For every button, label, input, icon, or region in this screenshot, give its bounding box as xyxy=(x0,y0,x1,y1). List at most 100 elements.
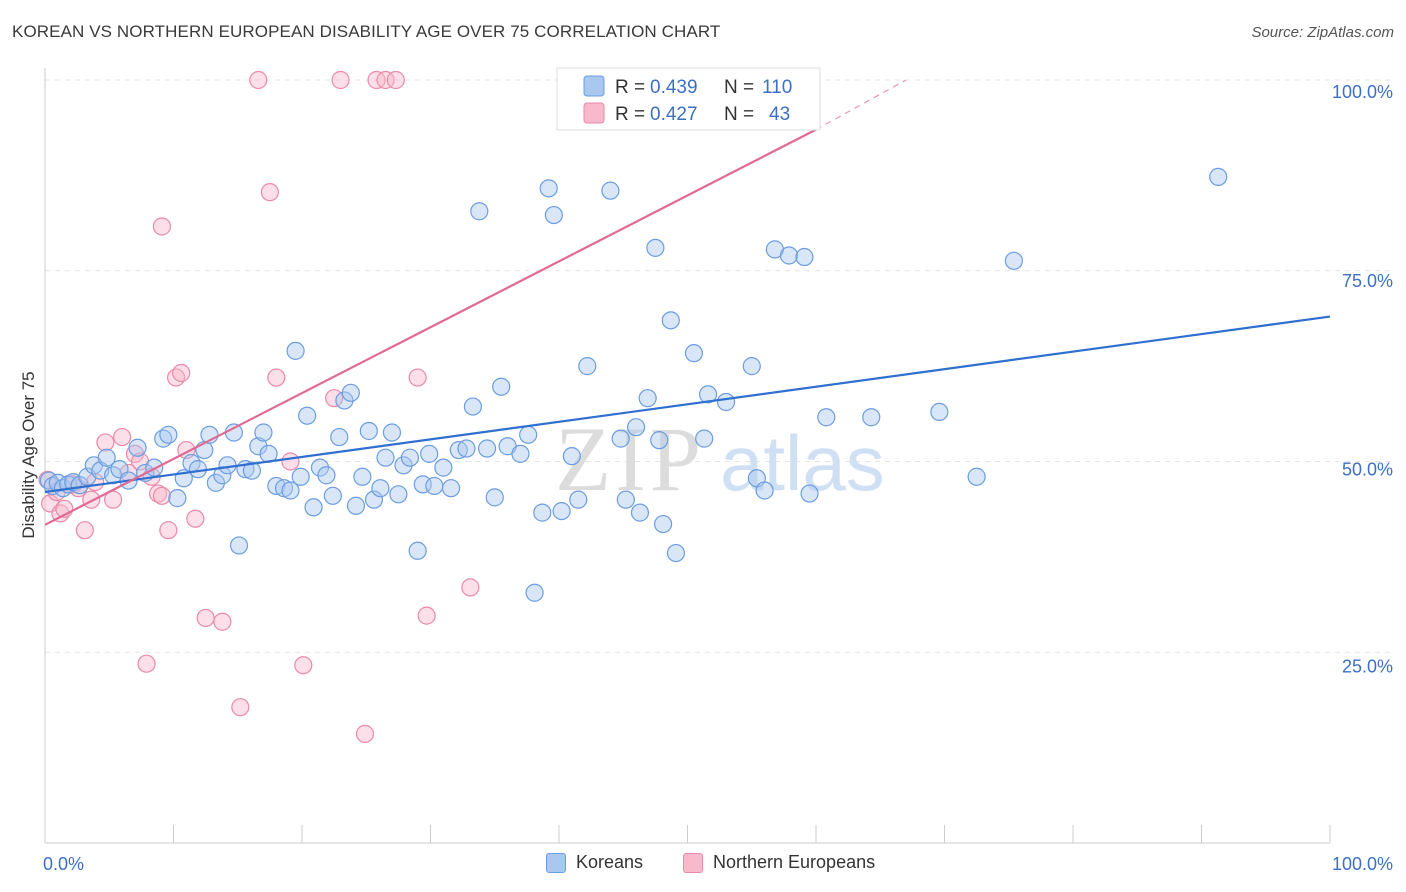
watermark: ZIP atlas xyxy=(555,408,885,510)
korean-point-40 xyxy=(298,406,317,425)
korean-point-83 xyxy=(611,429,630,448)
korean-point-19 xyxy=(168,489,187,508)
korean-point-49 xyxy=(353,467,372,486)
korean-point-42 xyxy=(310,458,330,477)
korean-point-38 xyxy=(286,341,305,360)
korean-point-72 xyxy=(511,444,530,463)
korean-point-105 xyxy=(862,408,881,427)
korean-point-74 xyxy=(525,583,544,602)
northern-european-point-31 xyxy=(267,368,286,387)
korean-point-31 xyxy=(242,461,261,480)
northern-european-point-40 xyxy=(408,368,427,387)
northern-european-point-39 xyxy=(386,70,405,90)
korean-point-87 xyxy=(638,389,657,408)
legend-swatch-northern-europeans-stats xyxy=(583,102,605,124)
y-tick-label-75: 75.0% xyxy=(1342,271,1393,291)
korean-point-39 xyxy=(291,467,310,486)
northern-european-point-21 xyxy=(159,521,178,540)
korean-point-64 xyxy=(449,440,468,460)
legend-n-value-koreans: 110 xyxy=(762,77,792,98)
northern-european-point-26 xyxy=(196,608,215,628)
korean-point-18 xyxy=(159,425,178,444)
northern-european-point-8 xyxy=(82,490,101,509)
korean-point-59 xyxy=(413,475,432,494)
korean-point-45 xyxy=(330,427,349,447)
korean-point-22 xyxy=(188,460,208,479)
northern-european-point-28 xyxy=(231,698,250,717)
y-tick-label-50: 50.0% xyxy=(1342,460,1393,480)
korean-point-90 xyxy=(653,514,673,534)
korean-point-28 xyxy=(224,423,243,442)
y-tick-label-25: 25.0% xyxy=(1342,656,1393,676)
korean-point-78 xyxy=(552,501,571,521)
northern-european-point-16 xyxy=(137,654,156,673)
northern-european-point-36 xyxy=(355,724,375,743)
korean-point-57 xyxy=(400,448,420,467)
legend-n-label-northern-europeans: N = xyxy=(724,104,754,125)
korean-point-76 xyxy=(539,179,558,198)
korean-point-79 xyxy=(562,447,581,466)
korean-point-102 xyxy=(795,247,814,267)
korean-point-101 xyxy=(779,246,799,265)
korean-point-25 xyxy=(206,473,226,492)
korean-point-77 xyxy=(544,205,563,225)
axes xyxy=(44,68,1331,844)
korean-point-65 xyxy=(457,439,476,458)
korean-point-61 xyxy=(425,476,444,496)
legend-swatch-northern-europeans xyxy=(683,852,703,873)
northern-european-point-12 xyxy=(112,427,132,447)
northern-european-point-20 xyxy=(152,217,172,236)
tick-labels: 100.0% 75.0% 50.0% 25.0% 0.0% 100.0% xyxy=(43,82,1393,874)
korean-point-73 xyxy=(519,425,538,444)
korean-point-60 xyxy=(420,444,439,463)
northern-european-point-7 xyxy=(75,521,94,540)
x-tick-label-min: 0.0% xyxy=(43,854,84,874)
korean-point-58 xyxy=(408,541,427,560)
korean-point-92 xyxy=(666,543,686,563)
korean-point-104 xyxy=(817,408,836,427)
korean-point-68 xyxy=(477,439,497,458)
northern-european-point-25 xyxy=(186,509,205,528)
korean-point-93 xyxy=(684,344,704,363)
korean-point-10 xyxy=(97,448,116,467)
korean-point-29 xyxy=(229,536,249,555)
korean-point-50 xyxy=(359,421,378,441)
korean-point-48 xyxy=(346,496,366,515)
korean-point-84 xyxy=(616,490,635,509)
legend-item-koreans: Koreans xyxy=(546,852,643,873)
stats-legend: R = 0.439 N = 110 R = 0.427 N = 43 xyxy=(556,67,821,131)
northern-european-trend-line xyxy=(44,128,817,526)
korean-point-62 xyxy=(434,458,453,477)
legend-r-value-koreans: 0.439 xyxy=(650,77,698,98)
gridlines xyxy=(45,79,1395,653)
korean-point-41 xyxy=(304,498,323,517)
korean-point-107 xyxy=(967,467,986,486)
korean-point-99 xyxy=(755,481,774,500)
korean-point-94 xyxy=(695,429,714,448)
korean-point-56 xyxy=(394,456,413,475)
korean-point-52 xyxy=(371,479,390,498)
chart-title: KOREAN VS NORTHERN EUROPEAN DISABILITY A… xyxy=(12,22,721,41)
northern-european-point-10 xyxy=(96,433,115,452)
legend-r-value-northern-europeans: 0.427 xyxy=(650,104,698,125)
korean-point-80 xyxy=(569,490,588,509)
data-points xyxy=(38,70,1228,743)
korean-point-55 xyxy=(389,485,408,504)
korean-point-85 xyxy=(626,418,646,437)
korean-point-96 xyxy=(716,392,736,412)
legend-n-value-northern-europeans: 43 xyxy=(769,104,790,125)
korean-point-70 xyxy=(492,377,511,396)
korean-point-81 xyxy=(578,357,597,376)
northern-european-point-32 xyxy=(281,452,300,471)
legend-r-label-northern-europeans: R = xyxy=(615,104,645,125)
korean-point-33 xyxy=(254,423,273,442)
korean-point-91 xyxy=(661,311,680,330)
korean-point-69 xyxy=(485,488,504,507)
korean-point-32 xyxy=(249,437,268,456)
korean-point-67 xyxy=(470,202,489,221)
korean-point-97 xyxy=(742,357,761,376)
northern-european-point-33 xyxy=(294,656,313,675)
korean-point-14 xyxy=(128,438,147,457)
trend-lines xyxy=(44,79,1331,526)
